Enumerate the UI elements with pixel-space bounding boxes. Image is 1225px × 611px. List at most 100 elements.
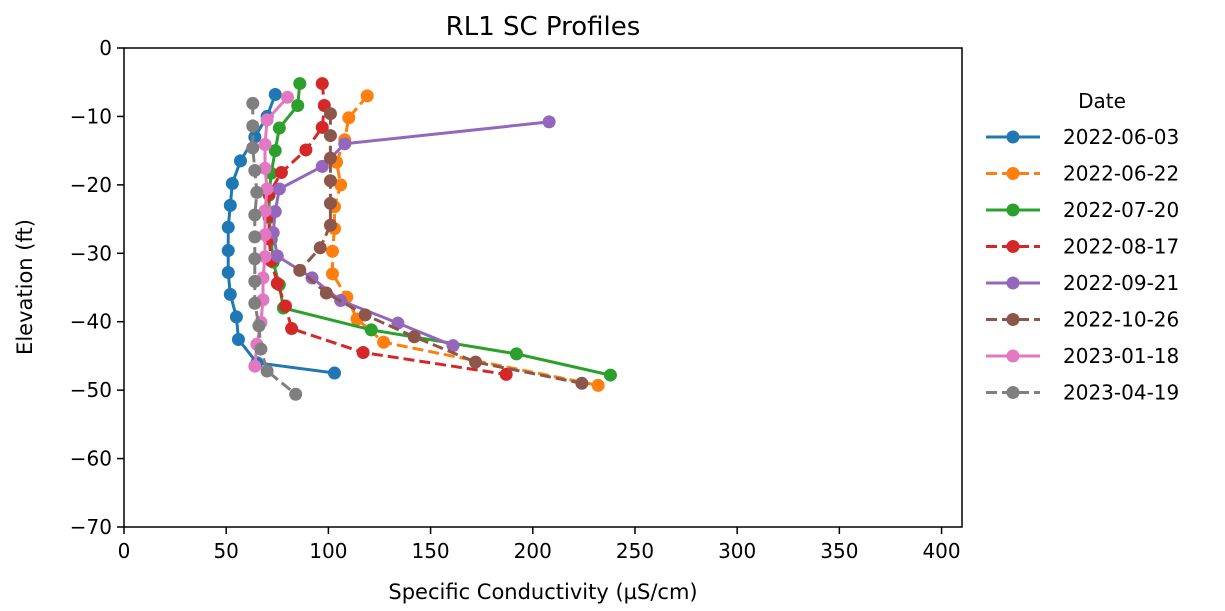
series-line bbox=[271, 120, 550, 348]
data-point bbox=[315, 120, 329, 134]
legend-label: 2022-07-20 bbox=[1063, 198, 1179, 222]
x-tick-label: 200 bbox=[514, 539, 552, 563]
legend-item: 2022-06-22 bbox=[986, 162, 1179, 186]
plot-area bbox=[123, 47, 963, 528]
data-point bbox=[313, 241, 327, 255]
data-point bbox=[221, 265, 235, 279]
x-tick-label: 400 bbox=[922, 539, 960, 563]
legend-marker bbox=[1006, 130, 1020, 144]
x-axis-ticks: 0 50 100 150 200 250 300 350 400 bbox=[118, 527, 961, 563]
data-point bbox=[328, 366, 342, 380]
x-tick-label: 350 bbox=[820, 539, 858, 563]
data-point bbox=[323, 218, 337, 232]
data-point bbox=[323, 174, 337, 188]
legend-marker bbox=[1006, 167, 1020, 180]
data-point bbox=[223, 287, 237, 301]
data-point bbox=[268, 88, 282, 102]
data-point bbox=[229, 310, 243, 324]
data-point bbox=[268, 144, 282, 158]
y-tick-label: −70 bbox=[70, 515, 112, 539]
data-point bbox=[364, 323, 378, 337]
series-2023-04-19 bbox=[246, 96, 303, 401]
data-point bbox=[377, 335, 391, 349]
legend-marker bbox=[1006, 203, 1020, 217]
data-point bbox=[315, 159, 329, 173]
data-point bbox=[252, 319, 266, 333]
data-point bbox=[319, 286, 333, 300]
data-point bbox=[221, 244, 235, 258]
legend-marker bbox=[1006, 386, 1020, 399]
data-point bbox=[272, 182, 286, 196]
data-point bbox=[323, 129, 337, 143]
legend-label: 2022-10-26 bbox=[1063, 308, 1179, 332]
data-point bbox=[315, 77, 329, 91]
data-point bbox=[234, 154, 248, 168]
data-point bbox=[250, 185, 264, 199]
data-point bbox=[258, 228, 272, 242]
x-tick-label: 300 bbox=[718, 539, 756, 563]
y-tick-label: −50 bbox=[70, 378, 112, 402]
legend-item: 2022-08-17 bbox=[986, 235, 1179, 259]
legend-label: 2023-04-19 bbox=[1063, 381, 1179, 405]
series-2022-08-17 bbox=[262, 77, 513, 381]
x-axis-label: Specific Conductivity (µS/cm) bbox=[388, 580, 697, 604]
data-point bbox=[258, 204, 272, 218]
data-point bbox=[248, 296, 262, 310]
data-point bbox=[356, 346, 370, 360]
data-point bbox=[281, 90, 295, 104]
y-tick-label: −60 bbox=[70, 447, 112, 471]
data-point bbox=[542, 115, 556, 129]
data-point bbox=[260, 182, 274, 196]
data-point bbox=[509, 347, 523, 361]
data-point bbox=[291, 98, 305, 112]
legend-label: 2022-06-03 bbox=[1063, 125, 1179, 149]
data-point bbox=[325, 267, 339, 281]
series-layer bbox=[221, 77, 617, 401]
data-point bbox=[248, 163, 262, 177]
x-tick-label: 250 bbox=[616, 539, 654, 563]
data-point bbox=[221, 220, 235, 234]
legend-label: 2022-08-17 bbox=[1063, 235, 1179, 259]
data-point bbox=[299, 143, 313, 157]
legend-marker bbox=[1006, 349, 1020, 363]
data-point bbox=[278, 299, 292, 313]
data-point bbox=[289, 387, 303, 401]
legend: Date 2022-06-03 2022-06-22 2022-07-20 2022-… bbox=[986, 89, 1179, 405]
data-point bbox=[338, 137, 352, 151]
data-point bbox=[342, 111, 356, 125]
data-point bbox=[305, 271, 319, 285]
data-point bbox=[499, 367, 513, 381]
data-point bbox=[274, 166, 288, 180]
data-point bbox=[391, 316, 405, 330]
data-point bbox=[293, 77, 307, 91]
legend-title: Date bbox=[1078, 89, 1126, 113]
plot-frame bbox=[123, 47, 963, 528]
y-tick-label: 0 bbox=[99, 36, 112, 60]
data-point bbox=[248, 252, 262, 266]
data-point bbox=[268, 205, 282, 219]
data-point bbox=[591, 378, 605, 392]
legend-marker bbox=[1006, 276, 1020, 290]
legend-marker bbox=[1006, 240, 1020, 253]
series-line bbox=[267, 83, 507, 376]
chart-title: RL1 SC Profiles bbox=[446, 12, 641, 42]
data-point bbox=[323, 151, 337, 165]
y-axis-label: Elevation (ft) bbox=[13, 219, 37, 355]
x-tick-label: 100 bbox=[309, 539, 347, 563]
data-point bbox=[258, 250, 272, 264]
legend-item: 2023-04-19 bbox=[986, 381, 1179, 405]
data-point bbox=[231, 333, 245, 347]
legend-marker bbox=[1006, 313, 1020, 326]
y-tick-label: −30 bbox=[70, 241, 112, 265]
x-tick-label: 0 bbox=[118, 539, 131, 563]
legend-item: 2022-06-03 bbox=[986, 125, 1179, 149]
data-point bbox=[270, 249, 284, 263]
data-point bbox=[293, 263, 307, 277]
data-point bbox=[260, 364, 274, 378]
y-tick-label: −20 bbox=[70, 173, 112, 197]
data-point bbox=[446, 339, 460, 353]
data-point bbox=[248, 359, 262, 373]
data-point bbox=[360, 89, 374, 103]
data-point bbox=[575, 376, 589, 390]
y-tick-label: −10 bbox=[70, 104, 112, 128]
